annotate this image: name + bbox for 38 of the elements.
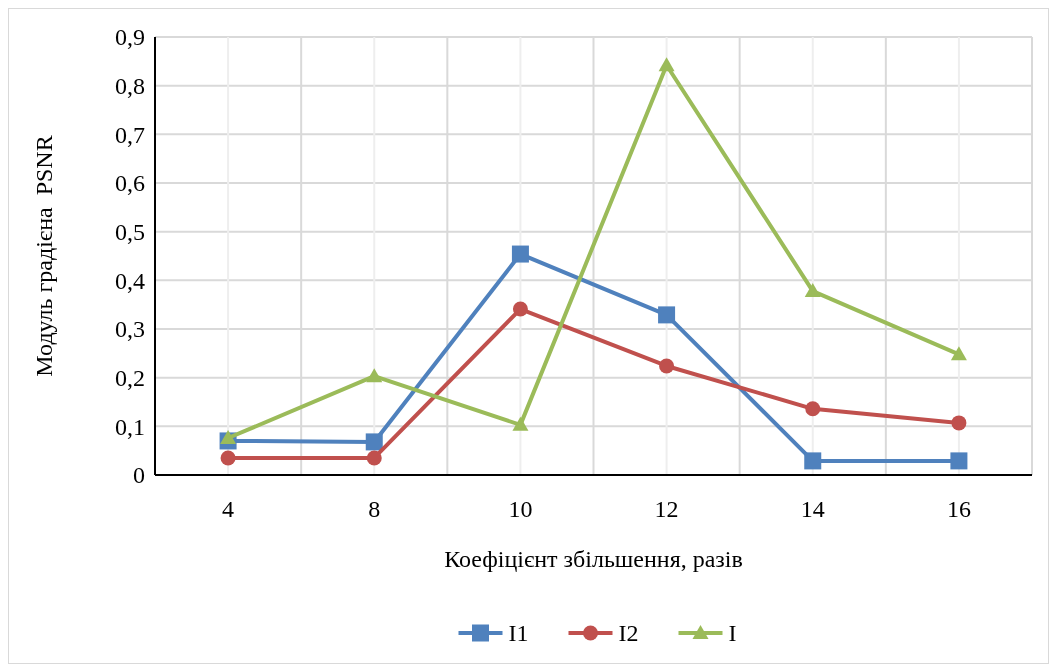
x-tick-label: 16	[946, 496, 971, 522]
point	[512, 416, 529, 431]
point	[365, 433, 383, 451]
y-tick-label: 0,3	[115, 316, 145, 343]
point	[220, 450, 236, 466]
y-tick-label: 0,7	[115, 121, 145, 148]
legend-label: I	[728, 620, 737, 647]
x-tick-label: 10	[508, 496, 533, 522]
x-tick-label: 4	[222, 496, 235, 522]
point	[658, 306, 676, 324]
y-tick-label: 0,9	[115, 24, 145, 51]
point	[659, 358, 675, 374]
point	[658, 57, 675, 72]
x-axis-title: Коефіцієнт збільшення, разів	[444, 546, 743, 572]
y-tick-label: 0	[133, 462, 145, 489]
point	[366, 450, 382, 466]
point	[220, 430, 237, 445]
point	[950, 452, 968, 470]
x-tick-label: 12	[654, 496, 679, 522]
point	[805, 401, 821, 417]
y-tick-label: 0,2	[115, 365, 145, 392]
point	[804, 452, 822, 470]
x-tick-label: 14	[800, 496, 825, 522]
y-tick-label: 0,4	[115, 267, 145, 294]
point	[511, 245, 529, 263]
point	[366, 368, 383, 383]
point	[951, 415, 967, 431]
point	[950, 346, 967, 361]
y-tick-label: 0,5	[115, 219, 145, 246]
point	[512, 301, 528, 317]
point	[804, 283, 821, 298]
x-tick-label: 8	[368, 496, 381, 522]
y-tick-label: 0,8	[115, 73, 145, 100]
y-axis-title: Модуль градієна PSNR	[31, 135, 57, 377]
legend-label: I1	[508, 620, 529, 647]
y-tick-label: 0,6	[115, 170, 145, 197]
y-tick-label: 0,1	[115, 413, 145, 440]
legend-label: I2	[618, 620, 639, 647]
